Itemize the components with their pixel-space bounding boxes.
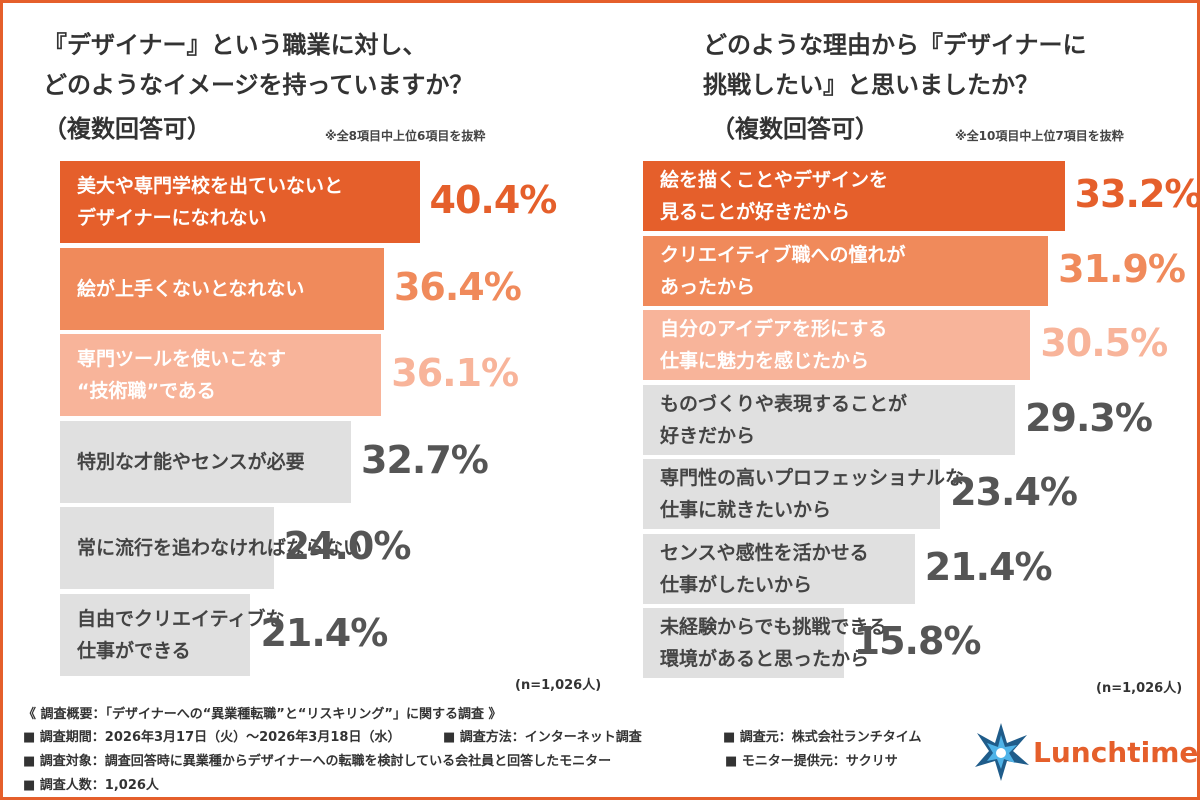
bar bbox=[643, 608, 844, 678]
value-label: 32.7% bbox=[361, 437, 489, 482]
bar-label: 特別な才能やセンスが必要 bbox=[77, 450, 305, 473]
bar-label: 自分のアイデアを形にする 仕事に魅力を感じたから bbox=[660, 318, 888, 372]
bar bbox=[60, 593, 251, 676]
bar-label: 自由でクリエイティブな 仕事ができる bbox=[77, 607, 285, 662]
bar bbox=[643, 235, 1049, 306]
chart-note: ※全10項目中上位7項目を抜粋 bbox=[955, 129, 1124, 143]
footer-item: ■ 調査対象：調査回答時に異業種からデザイナーへの転職を検討している会社員と回答… bbox=[23, 754, 612, 769]
bar-label: クリエイティブ職への憧れが あったから bbox=[660, 243, 906, 298]
chart-note: ※全8項目中上位6項目を抜粋 bbox=[325, 129, 486, 143]
footer-item: ■ 調査元：株式会社ランチタイム bbox=[723, 730, 922, 745]
bar-label: センスや感性を活かせる 仕事がしたいから bbox=[660, 541, 869, 596]
bar-label: 未経験からでも挑戦できる 環境があると思ったから bbox=[660, 616, 888, 670]
value-label: 23.4% bbox=[950, 470, 1078, 514]
bar bbox=[60, 161, 420, 243]
chart-subtitle: （複数回答可） bbox=[43, 115, 211, 143]
bar bbox=[643, 161, 1065, 231]
bar-label: 専門ツールを使いこなす “技術職”である bbox=[77, 348, 287, 402]
bar bbox=[643, 310, 1031, 380]
value-label: 15.8% bbox=[853, 619, 982, 663]
footer-item: ■ 調査人数：1,026人 bbox=[23, 778, 159, 793]
bar-label: 専門性の高いプロフェッショナルな 仕事に就きたいから bbox=[660, 467, 965, 521]
logo-mark bbox=[975, 723, 1029, 781]
value-label: 21.4% bbox=[260, 610, 388, 655]
value-label: 31.9% bbox=[1058, 246, 1186, 291]
bar-label: 絵を描くことやデザインを 見ることが好きだから bbox=[660, 169, 889, 223]
bar bbox=[60, 420, 352, 503]
footer-item: ■ モニター提供元：サクリサ bbox=[725, 754, 898, 769]
footer-item: ■ 調査期間：2026年3月17日（火）～2026年3月18日（水） bbox=[23, 730, 401, 745]
chart-subtitle: （複数回答可） bbox=[711, 115, 879, 143]
chart-title: どのような理由から『デザイナーに bbox=[703, 31, 1087, 59]
bar bbox=[60, 334, 382, 416]
logo-text: Lunchtime bbox=[1033, 735, 1199, 769]
sample-size: (n=1,026人) bbox=[1096, 680, 1183, 696]
value-label: 40.4% bbox=[429, 178, 558, 222]
bar-label: 美大や専門学校を出ていないと デザイナーになれない bbox=[77, 175, 344, 229]
value-label: 30.5% bbox=[1040, 321, 1168, 365]
value-label: 36.4% bbox=[393, 264, 522, 309]
bar bbox=[60, 247, 384, 330]
chart-title: どのようなイメージを持っていますか？ bbox=[43, 71, 474, 99]
footer-item: ■ 調査方法：インターネット調査 bbox=[443, 730, 642, 745]
bar bbox=[60, 507, 274, 589]
chart-title: 挑戦したい』と思いましたか？ bbox=[703, 71, 1039, 99]
value-label: 36.1% bbox=[391, 351, 519, 395]
bar-label: ものづくりや表現することが 好きだから bbox=[660, 392, 908, 447]
value-label: 21.4% bbox=[924, 544, 1053, 589]
value-label: 33.2% bbox=[1074, 172, 1200, 216]
bar-label: 絵が上手くないとなれない bbox=[77, 277, 305, 300]
sample-size: (n=1,026人) bbox=[515, 678, 602, 693]
bar bbox=[643, 533, 915, 604]
value-label: 29.3% bbox=[1025, 395, 1153, 440]
logo: Lunchtime bbox=[971, 721, 1199, 783]
bar bbox=[643, 384, 1016, 455]
bar bbox=[643, 459, 941, 529]
footer-heading: 《 調査概要：「デザイナーへの“異業種転職”と“リスキリング”」に関する調査 》 bbox=[23, 707, 502, 722]
value-label: 24.0% bbox=[283, 524, 412, 568]
chart-title: 『デザイナー』という職業に対し、 bbox=[43, 31, 427, 59]
bar-label: 常に流行を追わなければならない bbox=[77, 537, 363, 559]
